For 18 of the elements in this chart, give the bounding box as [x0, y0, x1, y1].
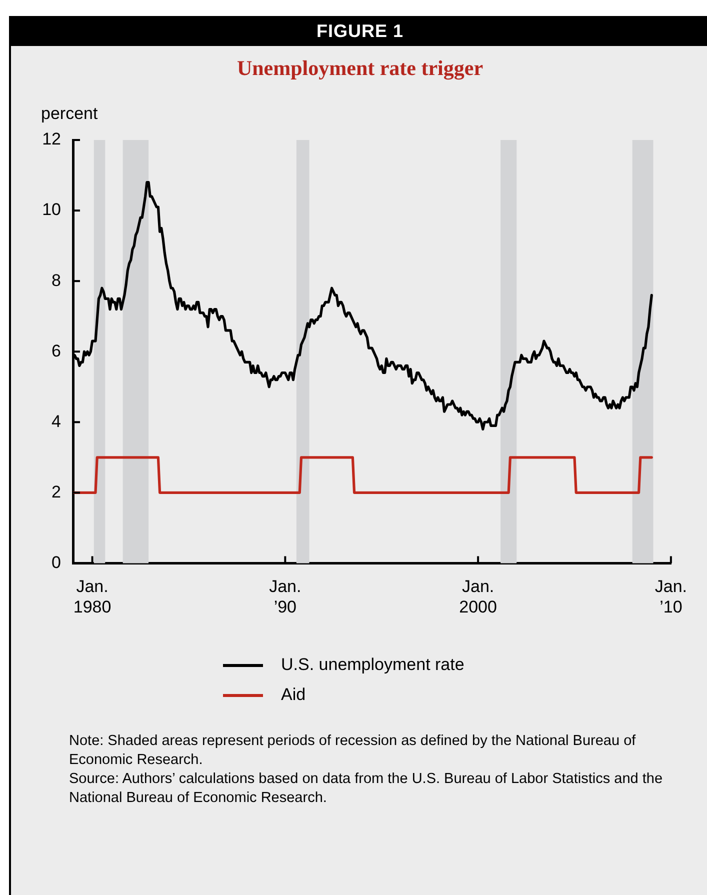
legend-label: Aid: [281, 685, 306, 705]
y-tick-label: 10: [42, 200, 61, 220]
source-note: Source: Authors’ calculations based on data from the U.S. Bureau of Labor Statistics and the National Bureau of Economic Research.: [69, 770, 664, 808]
x-tick-label: Jan. ’90: [269, 577, 302, 616]
text: Note: Shaded areas represent periods of recession as defined by the National Bureau of Economic Research.: [69, 732, 637, 770]
y-tick-label: 8: [52, 270, 61, 290]
x-tick-label: Jan. 1980: [73, 577, 112, 616]
y-tick-label: 0: [52, 552, 61, 572]
chart-subtitle: Unemployment rate trigger: [236, 56, 484, 81]
y-axis-title: percent: [41, 104, 98, 124]
legend-label: U.S. unemployment rate: [281, 655, 464, 675]
x-tick-label: Jan. ’10: [654, 577, 688, 616]
chart-title: FIGURE 1: [11, 16, 707, 46]
y-tick-label: 6: [52, 341, 61, 360]
y-tick-label: 12: [42, 130, 61, 149]
x-tick-label: Jan. 2000: [459, 577, 497, 616]
y-tick-label: 4: [52, 412, 61, 431]
y-tick-label: 2: [52, 482, 61, 502]
